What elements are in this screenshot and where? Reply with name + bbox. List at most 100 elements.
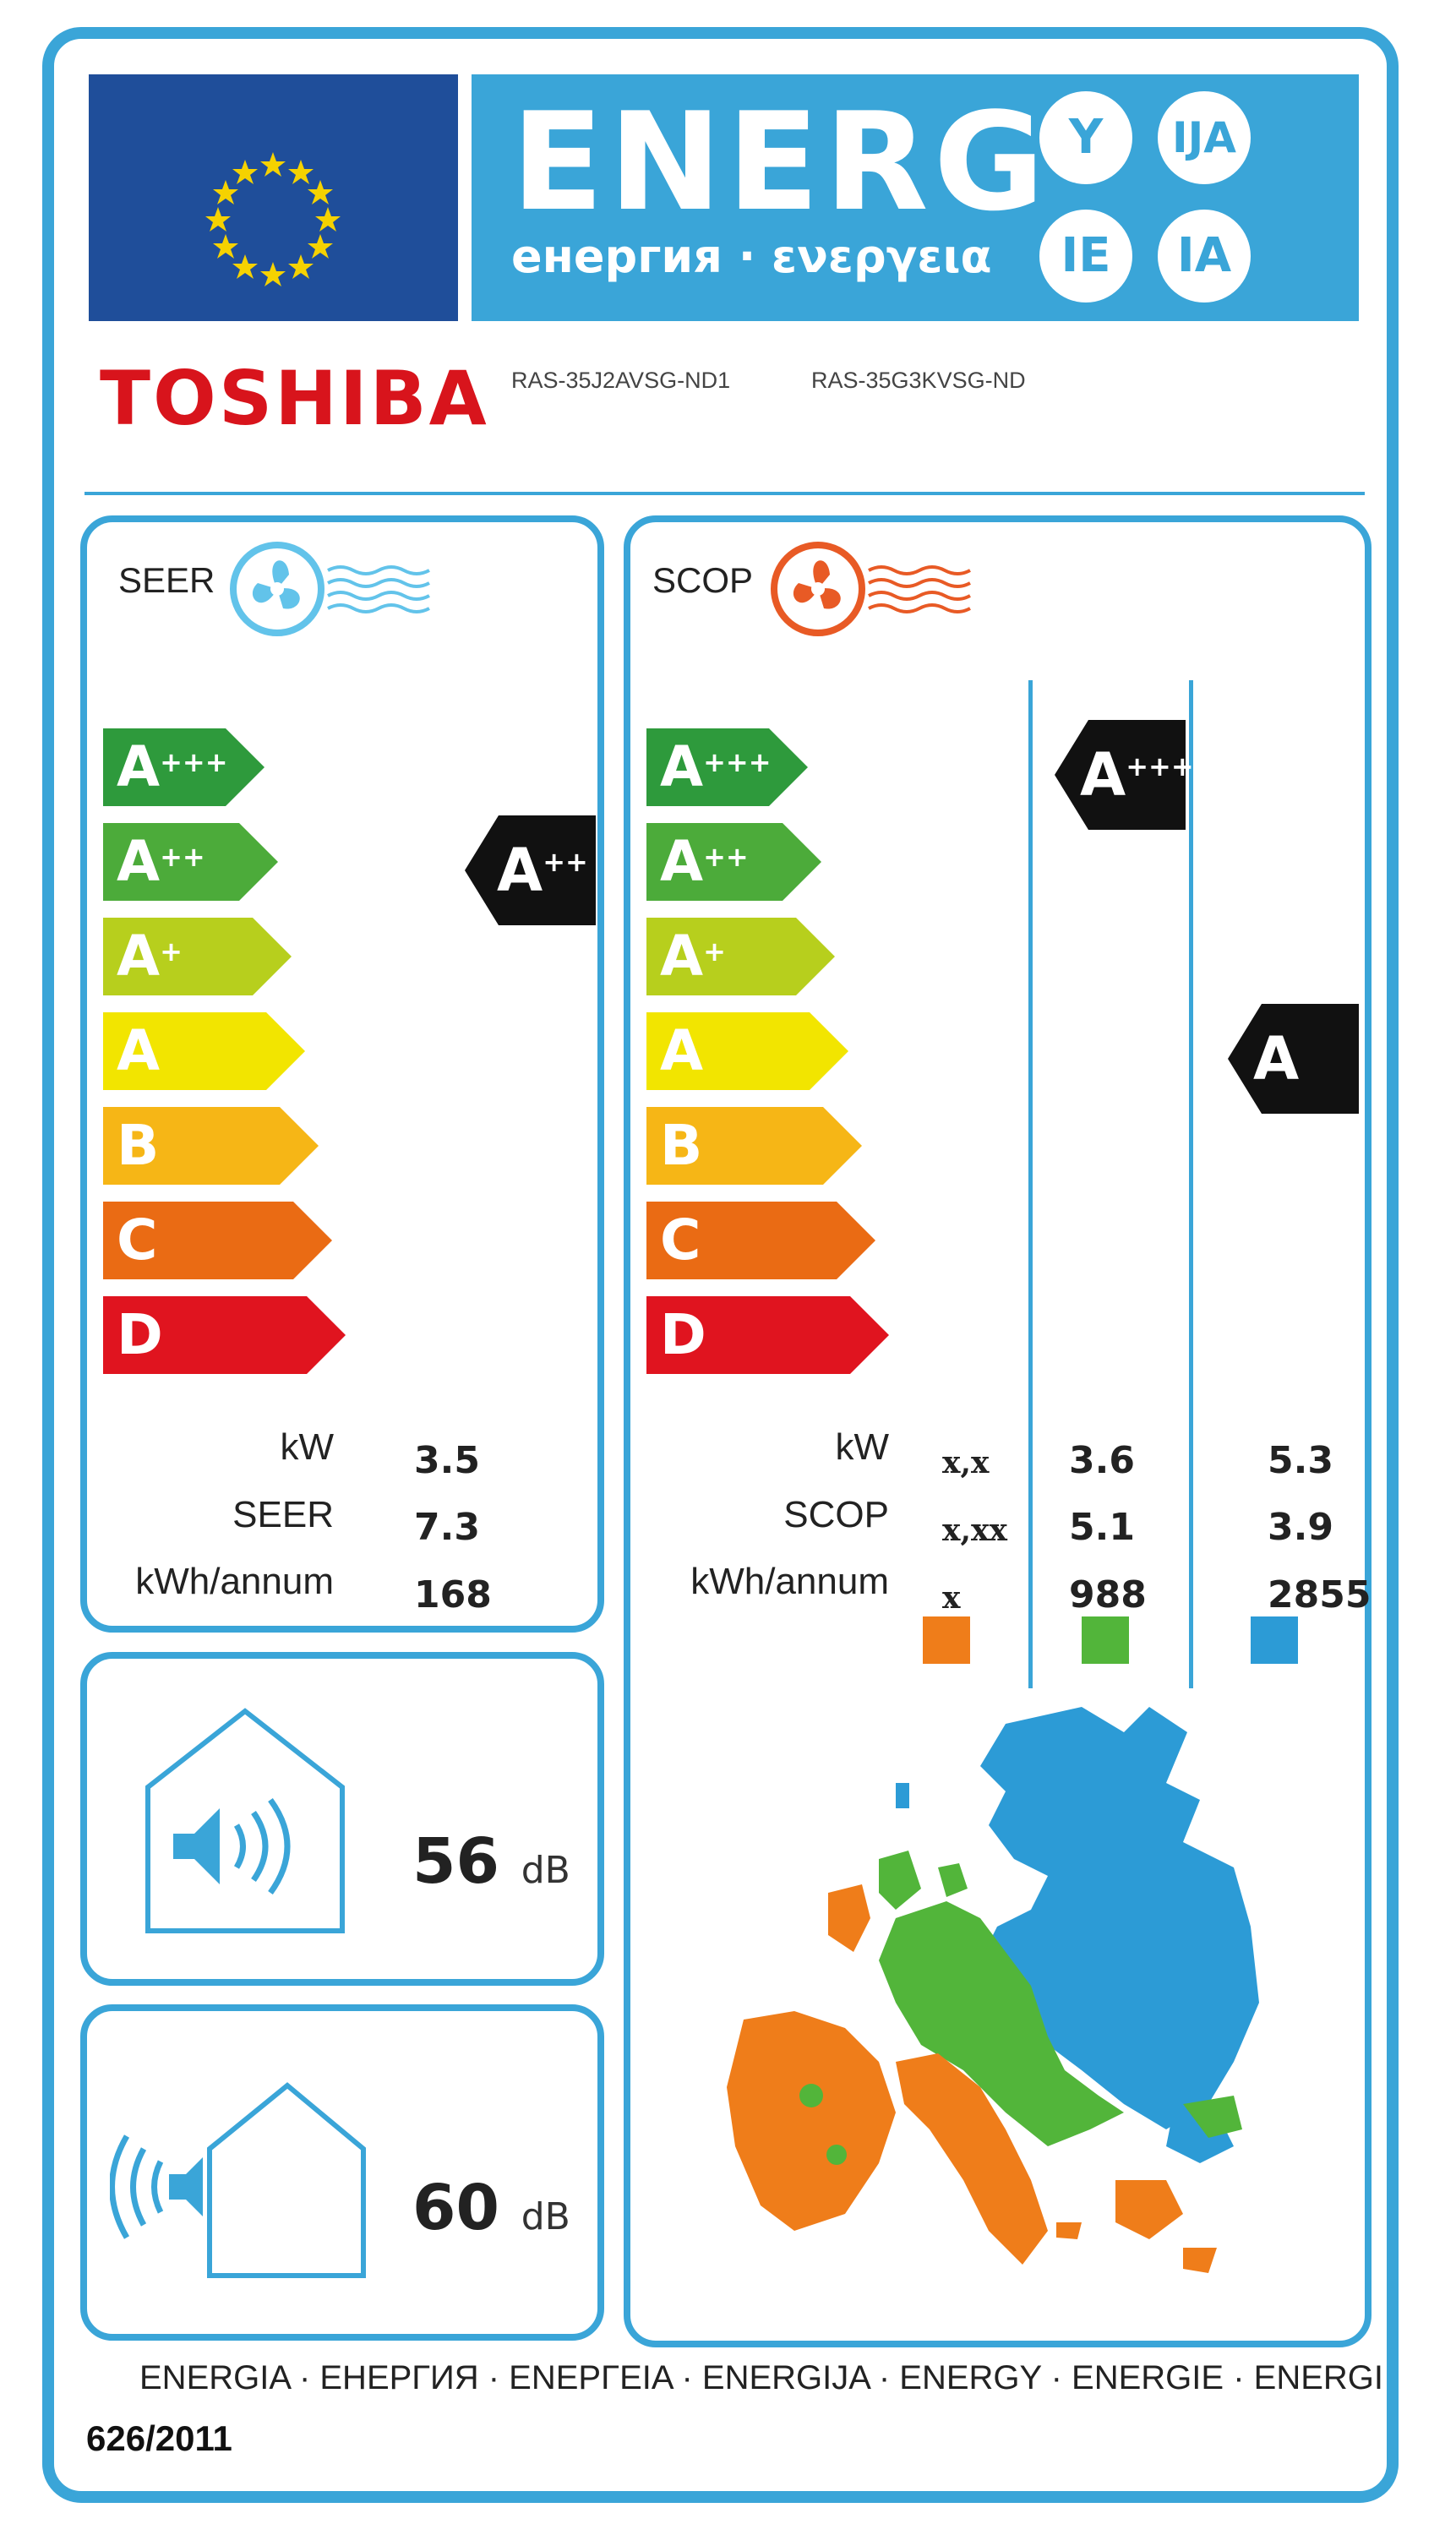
seer-value-kw: 3.5 — [414, 1439, 480, 1482]
scop-colder-kwh: 2855 — [1268, 1573, 1371, 1616]
seer-rating-grade: A — [497, 836, 543, 905]
seer-value-seer: 7.3 — [414, 1506, 480, 1549]
suffix-y: Y — [1039, 91, 1132, 184]
seer-scale-grade: A — [117, 1018, 161, 1083]
indoor-noise-unit: dB — [521, 1849, 570, 1892]
seer-scale-row: C — [103, 1202, 332, 1279]
outdoor-model: RAS-35G3KVSG-ND — [811, 368, 1026, 393]
scop-average-kw: 3.6 — [1069, 1439, 1135, 1482]
scop-scale-grade: A — [660, 924, 704, 989]
scop-scale-grade: C — [660, 1208, 701, 1273]
scop-divider-colder — [1189, 680, 1193, 1688]
scop-warmer-kwh: x — [942, 1580, 961, 1616]
scop-scale-plus: + — [703, 935, 726, 968]
scop-average-scop: 5.1 — [1069, 1506, 1135, 1549]
scop-scale-label: A+ — [660, 923, 726, 990]
scop-scale-row: B — [646, 1107, 862, 1185]
energy-subtitle: енергия · ενεργεια — [511, 230, 992, 283]
regulation-number: 626/2011 — [86, 2418, 232, 2458]
scop-scale-row: D — [646, 1296, 889, 1374]
scop-warmer-scop: x,xx — [942, 1513, 1007, 1548]
scop-average-plus: +++ — [1126, 750, 1194, 782]
scop-scale-grade: A — [660, 734, 704, 799]
seer-scale-label: A+++ — [117, 733, 228, 801]
seer-scale-grade: A — [117, 734, 161, 799]
seer-panel — [80, 515, 604, 1633]
scop-colder-scop: 3.9 — [1268, 1506, 1333, 1549]
scop-divider-average — [1028, 680, 1033, 1688]
scop-average-rating-marker: A+++ — [1055, 720, 1194, 833]
seer-rating-marker: A++ — [465, 815, 596, 929]
footer-languages: ENERGIA · ЕНЕРГИЯ · ΕΝΕΡΓΕΙΑ · ENERGIJA … — [139, 2359, 1383, 2396]
seer-scale-grade: A — [117, 829, 161, 894]
seer-scale-label: A++ — [117, 828, 205, 896]
scop-scale-grade: B — [660, 1113, 703, 1178]
scop-scale-label: B — [660, 1112, 702, 1180]
seer-scale-row: A++ — [103, 823, 278, 901]
scop-average-grade: A — [1080, 740, 1126, 810]
seer-scale-label: C — [117, 1207, 157, 1274]
seer-scale-plus: + — [160, 935, 183, 968]
scop-label-kwh: kWh/annum — [690, 1561, 889, 1602]
scop-scale-plus: +++ — [703, 746, 772, 778]
scop-scale-row: A — [646, 1012, 848, 1090]
brand-name: TOSHIBA — [100, 355, 489, 442]
seer-label-kwh: kWh/annum — [135, 1561, 334, 1602]
seer-scale-grade: B — [117, 1113, 160, 1178]
indoor-noise-value: 56 — [412, 1825, 499, 1898]
outdoor-noise-icon — [109, 2077, 372, 2283]
seer-scale-plus: ++ — [160, 841, 205, 873]
seer-label-seer: SEER — [232, 1494, 334, 1535]
scop-average-kwh: 988 — [1069, 1573, 1147, 1616]
seer-scale-label: A — [117, 1017, 160, 1085]
seer-scale-row: A+++ — [103, 728, 264, 806]
outdoor-noise-panel — [80, 2004, 604, 2341]
seer-scale-grade: A — [117, 924, 161, 989]
scop-scale-grade: A — [660, 1018, 704, 1083]
seer-scale-row: A+ — [103, 918, 292, 995]
seer-scale-row: A — [103, 1012, 305, 1090]
scop-scale-label: A+++ — [660, 733, 772, 801]
outdoor-noise-unit: dB — [521, 2195, 570, 2238]
suffix-ia: IA — [1158, 210, 1251, 303]
seer-scale-plus: +++ — [160, 746, 228, 778]
eu-flag-icon — [89, 74, 458, 321]
scop-scale-row: A+++ — [646, 728, 808, 806]
suffix-ie: IE — [1039, 210, 1132, 303]
scop-label-kw: kW — [835, 1426, 889, 1468]
average-zone-swatch — [1082, 1616, 1129, 1664]
outdoor-noise-value: 60 — [412, 2172, 499, 2244]
divider — [85, 492, 1365, 495]
scop-colder-grade: A — [1253, 1024, 1300, 1093]
seer-scale-label: B — [117, 1112, 159, 1180]
seer-scale-row: B — [103, 1107, 319, 1185]
indoor-noise-icon — [139, 1707, 351, 1938]
warmer-zone-swatch — [923, 1616, 970, 1664]
seer-scale-label: D — [117, 1301, 163, 1369]
scop-colder-rating-marker: A — [1228, 1004, 1359, 1117]
europe-climate-map — [727, 1707, 1276, 2319]
scop-scale-label: A — [660, 1017, 703, 1085]
scop-scale-plus: ++ — [703, 841, 749, 873]
seer-scale-grade: D — [117, 1302, 163, 1367]
scop-scale-label: C — [660, 1207, 701, 1274]
seer-value-kwh: 168 — [414, 1573, 492, 1616]
scop-scale-row: C — [646, 1202, 875, 1279]
indoor-model: RAS-35J2AVSG-ND1 — [511, 368, 731, 393]
energy-word: ENERG — [511, 83, 1050, 241]
fan-cool-icon — [228, 541, 465, 641]
seer-scale-grade: C — [117, 1208, 158, 1273]
scop-colder-kw: 5.3 — [1268, 1439, 1333, 1482]
seer-scale-row: D — [103, 1296, 346, 1374]
scop-scale-grade: A — [660, 829, 704, 894]
scop-title: SCOP — [652, 560, 754, 600]
seer-scale-label: A+ — [117, 923, 183, 990]
seer-title: SEER — [118, 560, 215, 600]
label-frame — [42, 27, 1399, 2503]
indoor-noise-panel — [80, 1652, 604, 1986]
scop-scale-label: A++ — [660, 828, 749, 896]
scop-label-scop: SCOP — [783, 1494, 889, 1535]
scop-warmer-kw: x,x — [942, 1445, 990, 1480]
suffix-ija: IJA — [1158, 91, 1251, 184]
scop-panel — [624, 515, 1371, 2347]
